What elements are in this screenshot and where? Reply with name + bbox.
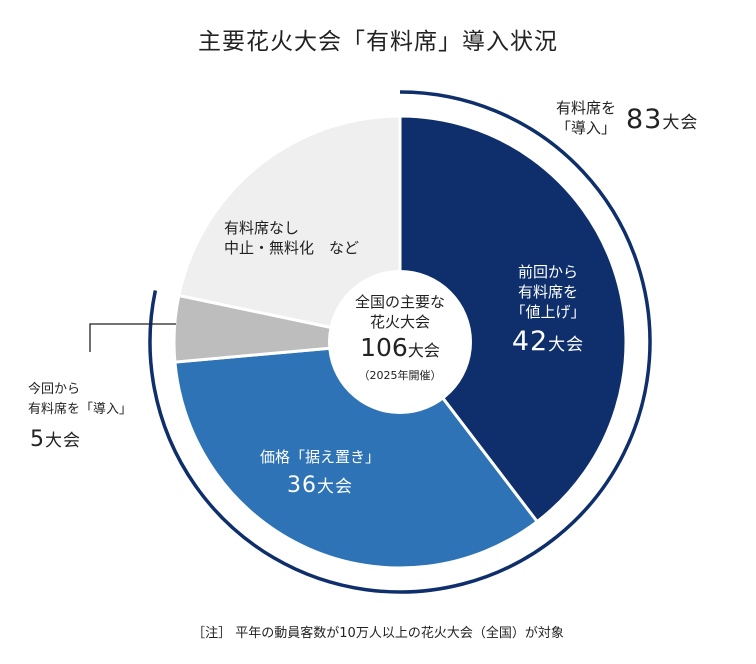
center-label: 全国の主要な 花火大会 106大会 （2025年開催）	[354, 293, 445, 382]
group-arc	[148, 90, 652, 594]
slice-value-keep: 36大会	[287, 473, 353, 498]
group-arc-value: 83大会	[626, 104, 699, 135]
slice-value-raise: 42大会	[511, 326, 585, 357]
group-arc-label: 有料席を 「導入」	[556, 98, 616, 138]
slice-label-keep: 価格「据え置き」	[259, 448, 380, 466]
footnote: ［注］ 平年の動員客数が10万人以上の花火大会（全国）が対象	[192, 626, 564, 641]
leader-line	[89, 323, 176, 352]
group-arc-label-line: 有料席を	[556, 99, 617, 117]
chart-title: 主要花火大会「有料席」導入状況	[198, 29, 558, 55]
slice-label-new: 今回から 有料席を「導入」	[28, 382, 133, 417]
group-arc-label-line: 「導入」	[556, 119, 617, 137]
slice-none	[177, 114, 402, 344]
slice-value-new: 5大会	[30, 427, 81, 452]
center-hole	[328, 270, 472, 414]
slice-label-raise: 前回から 有料席を 「値上げ」	[510, 263, 586, 321]
slice-keep	[173, 340, 540, 570]
slice-raise	[398, 114, 628, 524]
slice-label-none: 有料席なし 中止・無料化 など	[224, 219, 360, 257]
